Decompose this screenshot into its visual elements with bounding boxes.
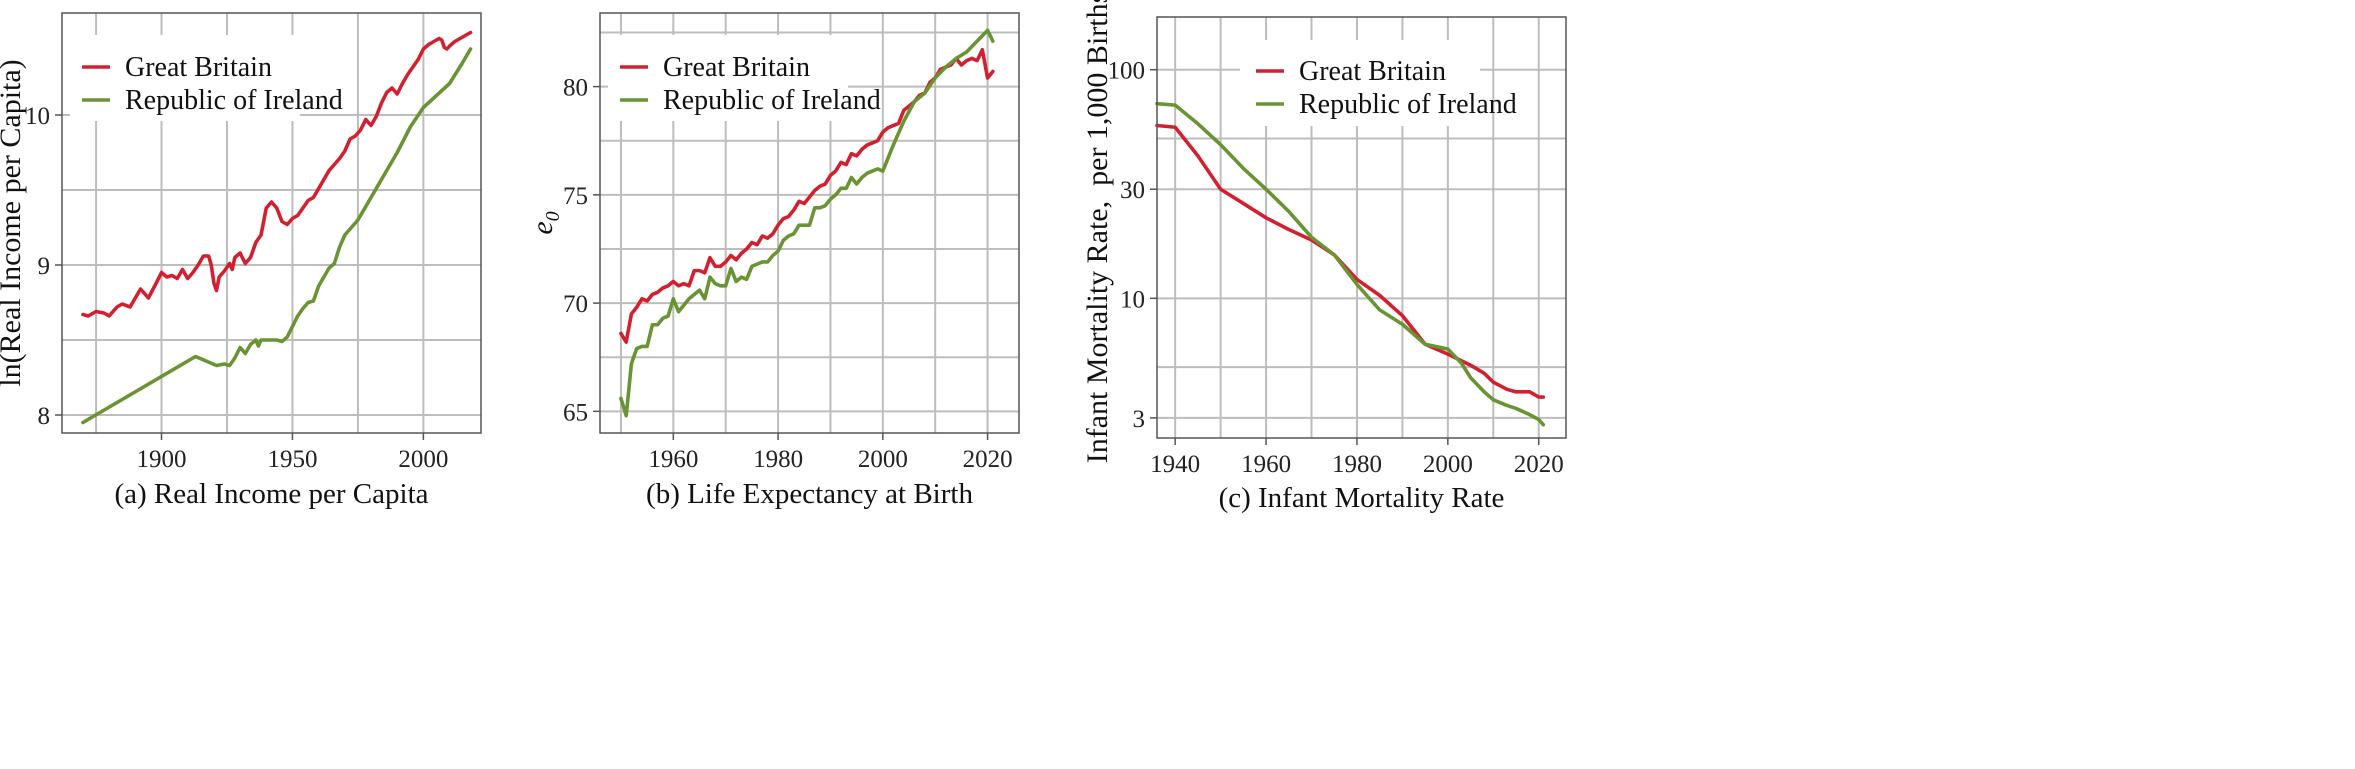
x-tick-label: 2020	[1514, 451, 1564, 478]
series-lines	[619, 28, 995, 418]
plot-area-frame	[61, 12, 482, 434]
x-tick-label: 1940	[1150, 451, 1200, 478]
x-tick-label: 1960	[1241, 451, 1291, 478]
x-tick-label: 1980	[1332, 451, 1382, 478]
x-tick-label: 1950	[267, 446, 317, 473]
x-tick-label: 1980	[753, 446, 803, 473]
series-line-republic-of-ireland	[1155, 101, 1546, 427]
y-axis-label-subscript: 0	[542, 211, 564, 221]
y-tick-label: 65	[563, 399, 588, 426]
series-lines	[81, 30, 473, 425]
y-tick-label: 75	[563, 183, 588, 210]
y-tick-label: 3	[1133, 406, 1146, 433]
y-tick-label: 30	[1120, 177, 1145, 204]
legend-label: Great Britain	[125, 52, 272, 83]
plot-area-frame	[1156, 16, 1567, 439]
panel-caption: (b) Life Expectancy at Birth	[646, 478, 973, 510]
legend-label: Republic of Ireland	[663, 85, 881, 116]
y-tick-label: 100	[1108, 58, 1146, 85]
legend-label: Republic of Ireland	[1299, 89, 1517, 120]
y-tick-label: 10	[25, 103, 50, 130]
y-tick-label: 10	[1120, 286, 1145, 313]
legend-background	[70, 35, 300, 121]
series-line-great-britain	[1155, 123, 1546, 399]
chart-panel-b: 1960 1980 2000 2020 65 70 75 80 e0 (b) Life Expec…	[526, 12, 1020, 510]
x-tick-label: 2000	[398, 446, 448, 473]
legend-background	[608, 35, 848, 121]
panel-caption: (a) Real Income per Capita	[114, 478, 428, 510]
y-axis-label: ln(Real Income per Capita)	[0, 59, 27, 386]
y-tick-label: 9	[38, 253, 51, 280]
plot-area-frame	[599, 12, 1020, 434]
y-tick-label: 8	[38, 403, 51, 430]
series-line-great-britain	[81, 30, 473, 318]
legend-label: Great Britain	[1299, 56, 1446, 87]
legend-background	[1240, 40, 1480, 126]
x-tick-label: 2000	[858, 446, 908, 473]
y-axis-label-base: e	[526, 221, 559, 234]
legend-label: Great Britain	[663, 52, 810, 83]
series-line-republic-of-ireland	[81, 47, 473, 425]
x-tick-label: 1960	[648, 446, 698, 473]
x-tick-label: 1900	[137, 446, 187, 473]
y-tick-label: 80	[563, 75, 588, 102]
y-tick-label: 70	[563, 291, 588, 318]
x-tick-label: 2020	[963, 446, 1013, 473]
panel-caption: (c) Infant Mortality Rate	[1219, 482, 1505, 514]
x-tick-label: 2000	[1423, 451, 1473, 478]
y-axis-label: e0	[526, 211, 564, 234]
series-line-republic-of-ireland	[619, 28, 995, 418]
y-axis-label: Infant Mortality Rate, per 1,000 Births	[1081, 0, 1114, 463]
series-lines	[1155, 101, 1546, 427]
legend-label: Republic of Ireland	[125, 85, 343, 116]
